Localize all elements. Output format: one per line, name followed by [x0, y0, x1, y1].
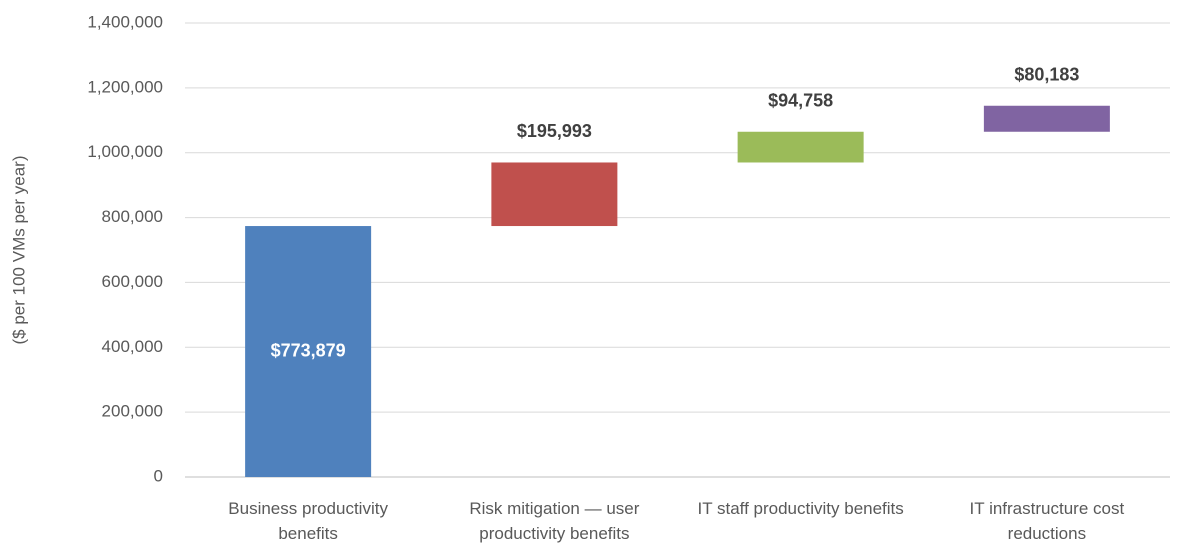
y-tick-label: 400,000: [102, 337, 163, 356]
y-tick-label: 1,200,000: [87, 77, 163, 96]
y-tick-label: 600,000: [102, 272, 163, 291]
x-tick-label: Risk mitigation — user productivity bene…: [469, 499, 640, 543]
y-tick-label: 200,000: [102, 402, 163, 421]
x-tick-label: IT infrastructure cost reductions: [969, 499, 1125, 543]
bar: [491, 162, 618, 227]
data-label: $195,993: [517, 121, 592, 141]
bar: [983, 105, 1110, 132]
y-tick-label: 800,000: [102, 207, 163, 226]
y-tick-label: 1,000,000: [87, 142, 163, 161]
data-label: $94,758: [768, 91, 833, 111]
data-label: $80,183: [1014, 65, 1079, 85]
x-tick-label: Business productivity benefits: [228, 499, 388, 543]
x-tick-label: IT staff productivity benefits: [697, 499, 904, 518]
data-label: $773,879: [271, 340, 346, 360]
y-tick-label: 1,400,000: [87, 12, 163, 31]
y-tick-label: 0: [154, 466, 163, 485]
bar: [737, 131, 864, 163]
y-axis-label: ($ per 100 VMs per year): [9, 156, 28, 345]
bar: [245, 226, 372, 477]
